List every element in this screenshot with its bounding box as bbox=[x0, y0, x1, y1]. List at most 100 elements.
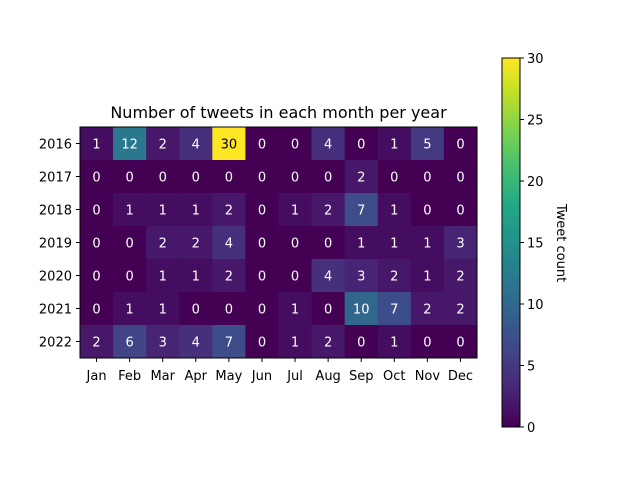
heatmap-cell bbox=[311, 325, 346, 359]
heatmap-cell bbox=[344, 160, 379, 194]
colorbar-tick-label: 15 bbox=[527, 237, 544, 252]
cell-value-label: 0 bbox=[324, 237, 332, 252]
colorbar-ticks: 0 5 10 15 20 25 30 bbox=[520, 52, 544, 436]
heatmap-cell bbox=[212, 160, 246, 194]
y-tick-label: 2018 bbox=[39, 204, 72, 219]
cell-value-label: 0 bbox=[456, 204, 464, 219]
x-tick-label: Oct bbox=[383, 369, 405, 384]
heatmap-cell bbox=[179, 160, 213, 194]
cell-value-label: 0 bbox=[291, 237, 299, 252]
heatmap-cell-labels: 1 12 2 4 30 0 0 4 0 1 5 00 0 0 0 0 0 0 0 2 0 0 00 1 1 1 2 0 1 2 7 1 0 00 0… bbox=[92, 138, 464, 351]
cell-value-label: 10 bbox=[353, 303, 370, 318]
heatmap-cell bbox=[80, 325, 114, 359]
cell-value-label: 1 bbox=[159, 270, 167, 285]
heatmap-cell bbox=[179, 226, 213, 260]
x-tick-label: Dec bbox=[448, 369, 473, 384]
cell-value-label: 2 bbox=[390, 270, 398, 285]
cell-value-label: 1 bbox=[291, 303, 299, 318]
heatmap-cell bbox=[80, 226, 114, 260]
x-tick-label: Aug bbox=[315, 369, 340, 384]
heatmap-cell bbox=[443, 226, 478, 260]
y-tick-label: 2022 bbox=[39, 336, 72, 351]
cell-value-label: 0 bbox=[92, 237, 100, 252]
colorbar-tick-label: 20 bbox=[527, 175, 544, 190]
cell-value-label: 0 bbox=[192, 303, 200, 318]
heatmap-cell bbox=[410, 160, 445, 194]
heatmap-cells bbox=[80, 127, 478, 359]
heatmap-cell bbox=[344, 226, 379, 260]
cell-value-label: 0 bbox=[456, 336, 464, 351]
cell-value-label: 1 bbox=[390, 237, 398, 252]
heatmap-cell bbox=[311, 226, 346, 260]
heatmap-cell bbox=[113, 292, 147, 326]
cell-value-label: 1 bbox=[390, 336, 398, 351]
heatmap-cell bbox=[278, 226, 313, 260]
heatmap-cell bbox=[410, 127, 445, 161]
heatmap-cell bbox=[245, 193, 279, 227]
heatmap-cell bbox=[146, 193, 180, 227]
cell-value-label: 4 bbox=[192, 138, 200, 153]
cell-value-label: 1 bbox=[92, 138, 100, 153]
cell-value-label: 0 bbox=[258, 138, 266, 153]
colorbar bbox=[501, 57, 521, 428]
cell-value-label: 1 bbox=[192, 204, 200, 219]
cell-value-label: 2 bbox=[159, 237, 167, 252]
cell-value-label: 3 bbox=[357, 270, 365, 285]
x-tick-label: Jan bbox=[86, 369, 107, 384]
heatmap-cell bbox=[179, 127, 213, 161]
heatmap-cell bbox=[212, 259, 246, 293]
heatmap-cell bbox=[311, 127, 346, 161]
heatmap-cell bbox=[278, 193, 313, 227]
heatmap-cell bbox=[278, 292, 313, 326]
heatmap-cell bbox=[278, 127, 313, 161]
heatmap-cell bbox=[377, 292, 412, 326]
heatmap-cell bbox=[212, 226, 246, 260]
x-tick-label: Jul bbox=[286, 369, 303, 384]
heatmap-cell bbox=[146, 127, 180, 161]
heatmap-cell bbox=[311, 160, 346, 194]
x-tick-label: Feb bbox=[118, 369, 141, 384]
cell-value-label: 2 bbox=[324, 336, 332, 351]
heatmap-cell bbox=[113, 160, 147, 194]
x-tick-label: Apr bbox=[185, 369, 208, 384]
x-tick-label: Sep bbox=[349, 369, 374, 384]
cell-value-label: 3 bbox=[159, 336, 167, 351]
heatmap-cell bbox=[311, 292, 346, 326]
heatmap-cell bbox=[377, 325, 412, 359]
cell-value-label: 0 bbox=[92, 270, 100, 285]
cell-value-label: 0 bbox=[258, 171, 266, 186]
heatmap-cell bbox=[377, 226, 412, 260]
heatmap-cell bbox=[278, 325, 313, 359]
x-tick-label: Nov bbox=[415, 369, 441, 384]
heatmap-cell bbox=[443, 160, 478, 194]
heatmap-cell bbox=[377, 193, 412, 227]
cell-value-label: 0 bbox=[357, 336, 365, 351]
cell-value-label: 1 bbox=[291, 204, 299, 219]
cell-value-label: 0 bbox=[192, 171, 200, 186]
x-tick-label: Jun bbox=[251, 369, 272, 384]
heatmap-cell bbox=[113, 226, 147, 260]
heatmap-cell bbox=[245, 325, 279, 359]
cell-value-label: 0 bbox=[390, 171, 398, 186]
cell-value-label: 0 bbox=[357, 138, 365, 153]
heatmap-cell bbox=[443, 193, 478, 227]
cell-value-label: 5 bbox=[423, 138, 431, 153]
cell-value-label: 0 bbox=[225, 303, 233, 318]
cell-value-label: 2 bbox=[92, 336, 100, 351]
heatmap-cell bbox=[443, 127, 478, 161]
cell-value-label: 0 bbox=[258, 204, 266, 219]
heatmap-cell bbox=[212, 193, 246, 227]
cell-value-label: 1 bbox=[390, 204, 398, 219]
heatmap-cell bbox=[245, 259, 279, 293]
cell-value-label: 0 bbox=[258, 336, 266, 351]
cell-value-label: 0 bbox=[456, 171, 464, 186]
heatmap-cell bbox=[311, 193, 346, 227]
cell-value-label: 2 bbox=[225, 204, 233, 219]
heatmap-cell bbox=[113, 127, 147, 161]
cell-value-label: 0 bbox=[258, 237, 266, 252]
colorbar-tick-label: 5 bbox=[527, 360, 535, 375]
cell-value-label: 1 bbox=[125, 204, 133, 219]
heatmap-cell bbox=[443, 325, 478, 359]
cell-value-label: 0 bbox=[159, 171, 167, 186]
heatmap-cell bbox=[179, 325, 213, 359]
